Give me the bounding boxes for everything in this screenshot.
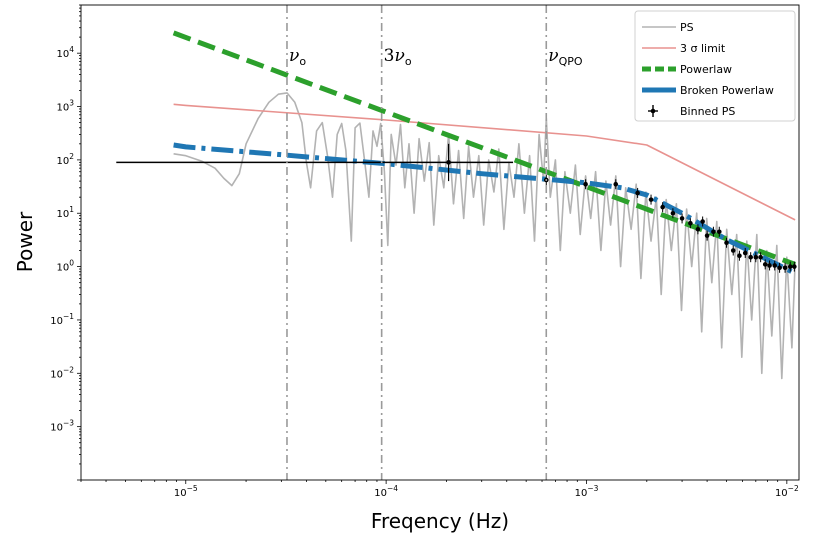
binned-ps-point xyxy=(777,265,782,271)
legend-label: Binned PS xyxy=(680,105,735,118)
x-tick-label: 10−5 xyxy=(174,484,198,499)
legend-label: 3 σ limit xyxy=(680,42,726,55)
binned-ps-point xyxy=(782,265,788,271)
series-line-powerlaw xyxy=(172,30,796,267)
binned-ps-point xyxy=(648,197,654,202)
y-axis-title: Power xyxy=(13,211,37,272)
legend-label: Broken Powerlaw xyxy=(680,84,774,97)
binned-ps-point xyxy=(583,181,588,187)
frequency-marker-label: νo xyxy=(289,46,306,68)
binned-ps-point xyxy=(748,254,753,260)
y-tick-label: 100 xyxy=(56,259,74,274)
binned-ps-point xyxy=(753,254,759,260)
plot-area-frame xyxy=(80,4,800,481)
y-tick-label: 101 xyxy=(56,205,74,220)
binned-ps-point xyxy=(724,240,729,246)
frequency-marker-label: νQPO xyxy=(548,46,583,68)
legend-box xyxy=(634,10,796,122)
binned-ps-point xyxy=(700,219,705,224)
y-tick-label: 104 xyxy=(56,45,74,60)
x-tick-label: 10−4 xyxy=(374,484,398,499)
y-tick-label: 10−3 xyxy=(50,419,74,434)
binned-ps-point xyxy=(711,229,716,235)
series-line-limit xyxy=(173,103,796,221)
legend-label: PS xyxy=(680,21,694,34)
legend-label: Powerlaw xyxy=(680,63,732,76)
x-tick-label: 10−2 xyxy=(775,484,799,499)
binned-ps-point xyxy=(762,262,768,267)
binned-ps-point xyxy=(704,233,710,238)
binned-ps-point xyxy=(613,181,619,187)
series-line-ps xyxy=(173,92,796,380)
binned-ps-point xyxy=(446,160,451,165)
x-axis-title: Freqency (Hz) xyxy=(371,509,509,533)
x-tick-label: 10−3 xyxy=(575,484,599,499)
frequency-marker-label: 3νo xyxy=(384,46,412,68)
binned-ps-point xyxy=(679,216,685,221)
binned-ps-point xyxy=(635,190,640,196)
y-tick-label: 103 xyxy=(56,99,74,114)
binned-ps-point xyxy=(767,263,772,268)
binned-ps-point xyxy=(787,264,793,269)
binned-ps-point xyxy=(737,253,742,259)
binned-ps-point xyxy=(758,254,763,260)
binned-ps-point xyxy=(670,210,676,216)
y-tick-label: 102 xyxy=(56,152,74,167)
binned-ps-point xyxy=(742,250,748,256)
chart-legend: PS 3 σ limit Powerlaw Broken Powerlaw Binned… xyxy=(634,10,796,122)
legend-swatch-binned-ps-dot xyxy=(650,108,656,114)
binned-ps-point xyxy=(730,248,736,253)
y-tick-label: 10−1 xyxy=(50,312,74,327)
binned-ps-point xyxy=(660,204,665,210)
binned-ps-point xyxy=(695,226,701,232)
binned-ps-point xyxy=(688,220,693,226)
binned-ps-point xyxy=(772,263,778,268)
binned-ps-point xyxy=(716,229,722,235)
y-tick-label: 10−2 xyxy=(50,365,74,380)
binned-ps-point xyxy=(792,264,797,269)
